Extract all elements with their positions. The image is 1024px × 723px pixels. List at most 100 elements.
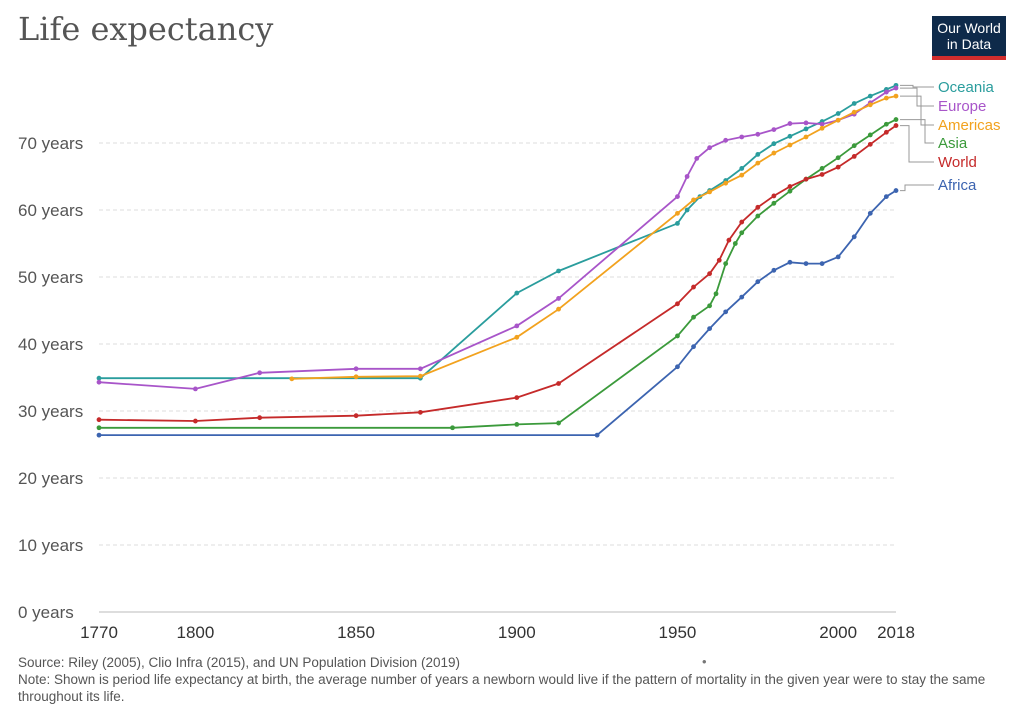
data-point[interactable] xyxy=(739,134,745,140)
data-point[interactable] xyxy=(193,386,198,392)
data-point[interactable] xyxy=(556,381,561,386)
data-point[interactable] xyxy=(450,425,455,431)
data-point[interactable] xyxy=(691,344,696,350)
data-point[interactable] xyxy=(893,188,899,193)
data-point[interactable] xyxy=(755,213,761,219)
data-point[interactable] xyxy=(803,176,809,182)
data-point[interactable] xyxy=(723,180,729,186)
series-line-africa[interactable] xyxy=(99,189,897,437)
series-line-asia[interactable] xyxy=(99,118,897,429)
data-point[interactable] xyxy=(835,117,841,123)
data-point[interactable] xyxy=(883,95,889,101)
data-point[interactable] xyxy=(417,409,423,415)
data-point[interactable] xyxy=(739,172,745,178)
data-point[interactable] xyxy=(755,204,761,210)
data-point[interactable] xyxy=(257,415,263,421)
data-point[interactable] xyxy=(819,166,825,171)
data-point[interactable] xyxy=(739,230,745,236)
data-point[interactable] xyxy=(716,257,722,263)
data-point[interactable] xyxy=(707,326,713,331)
data-point[interactable] xyxy=(193,418,198,424)
data-point[interactable] xyxy=(867,210,873,216)
data-point[interactable] xyxy=(771,267,777,273)
series-line-oceania[interactable] xyxy=(99,84,897,380)
data-point[interactable] xyxy=(96,417,102,423)
series-line-world[interactable] xyxy=(98,124,897,422)
data-point[interactable] xyxy=(851,234,857,240)
data-point[interactable] xyxy=(803,126,809,132)
data-point[interactable] xyxy=(755,131,761,137)
series-line-americas[interactable] xyxy=(291,95,897,380)
data-point[interactable] xyxy=(819,261,825,266)
data-point[interactable] xyxy=(289,376,295,382)
data-point[interactable] xyxy=(707,145,713,151)
data-point[interactable] xyxy=(694,156,700,161)
data-point[interactable] xyxy=(514,323,520,329)
data-point[interactable] xyxy=(723,137,729,143)
data-point[interactable] xyxy=(755,279,761,285)
data-point[interactable] xyxy=(594,432,600,438)
data-point[interactable] xyxy=(684,207,690,213)
data-point[interactable] xyxy=(771,127,777,132)
data-point[interactable] xyxy=(514,422,520,427)
data-point[interactable] xyxy=(417,373,423,379)
data-point[interactable] xyxy=(96,425,102,431)
data-point[interactable] xyxy=(787,133,793,139)
data-point[interactable] xyxy=(707,271,713,277)
data-point[interactable] xyxy=(675,210,680,216)
data-point[interactable] xyxy=(755,151,761,157)
data-point[interactable] xyxy=(803,120,809,126)
data-point[interactable] xyxy=(851,143,857,149)
data-point[interactable] xyxy=(787,184,793,189)
data-point[interactable] xyxy=(675,333,680,339)
data-point[interactable] xyxy=(417,366,423,372)
data-point[interactable] xyxy=(867,102,873,108)
data-point[interactable] xyxy=(867,93,873,99)
data-point[interactable] xyxy=(691,314,696,320)
data-point[interactable] xyxy=(96,379,102,385)
data-point[interactable] xyxy=(883,129,889,135)
data-point[interactable] xyxy=(893,123,899,128)
data-point[interactable] xyxy=(684,174,690,179)
data-point[interactable] xyxy=(713,291,719,297)
data-point[interactable] xyxy=(835,111,841,116)
data-point[interactable] xyxy=(514,395,520,400)
data-point[interactable] xyxy=(96,432,102,438)
data-point[interactable] xyxy=(851,109,857,115)
data-point[interactable] xyxy=(96,375,102,381)
data-point[interactable] xyxy=(353,366,359,372)
data-point[interactable] xyxy=(851,101,857,106)
data-point[interactable] xyxy=(787,121,793,126)
data-point[interactable] xyxy=(732,241,738,246)
data-point[interactable] xyxy=(893,85,899,91)
owid-logo[interactable]: Our World in Data xyxy=(932,16,1006,60)
data-point[interactable] xyxy=(867,141,873,147)
data-point[interactable] xyxy=(787,259,793,265)
data-point[interactable] xyxy=(787,142,793,148)
data-point[interactable] xyxy=(739,294,745,300)
data-point[interactable] xyxy=(675,221,680,226)
data-point[interactable] xyxy=(883,89,889,95)
data-point[interactable] xyxy=(739,166,745,171)
data-point[interactable] xyxy=(883,194,889,200)
data-point[interactable] xyxy=(867,132,873,138)
data-point[interactable] xyxy=(771,150,777,156)
data-point[interactable] xyxy=(514,334,520,340)
data-point[interactable] xyxy=(691,197,696,203)
data-point[interactable] xyxy=(819,172,825,177)
data-point[interactable] xyxy=(787,188,793,194)
data-point[interactable] xyxy=(771,141,777,147)
data-point[interactable] xyxy=(556,268,561,274)
data-point[interactable] xyxy=(556,420,561,426)
data-point[interactable] xyxy=(819,121,825,127)
data-point[interactable] xyxy=(257,370,263,376)
data-point[interactable] xyxy=(819,125,825,131)
data-point[interactable] xyxy=(755,160,761,166)
data-point[interactable] xyxy=(835,155,841,161)
data-point[interactable] xyxy=(835,254,841,260)
data-point[interactable] xyxy=(893,93,899,99)
data-point[interactable] xyxy=(353,374,359,380)
data-point[interactable] xyxy=(675,194,680,200)
data-point[interactable] xyxy=(771,193,777,199)
data-point[interactable] xyxy=(739,219,745,225)
